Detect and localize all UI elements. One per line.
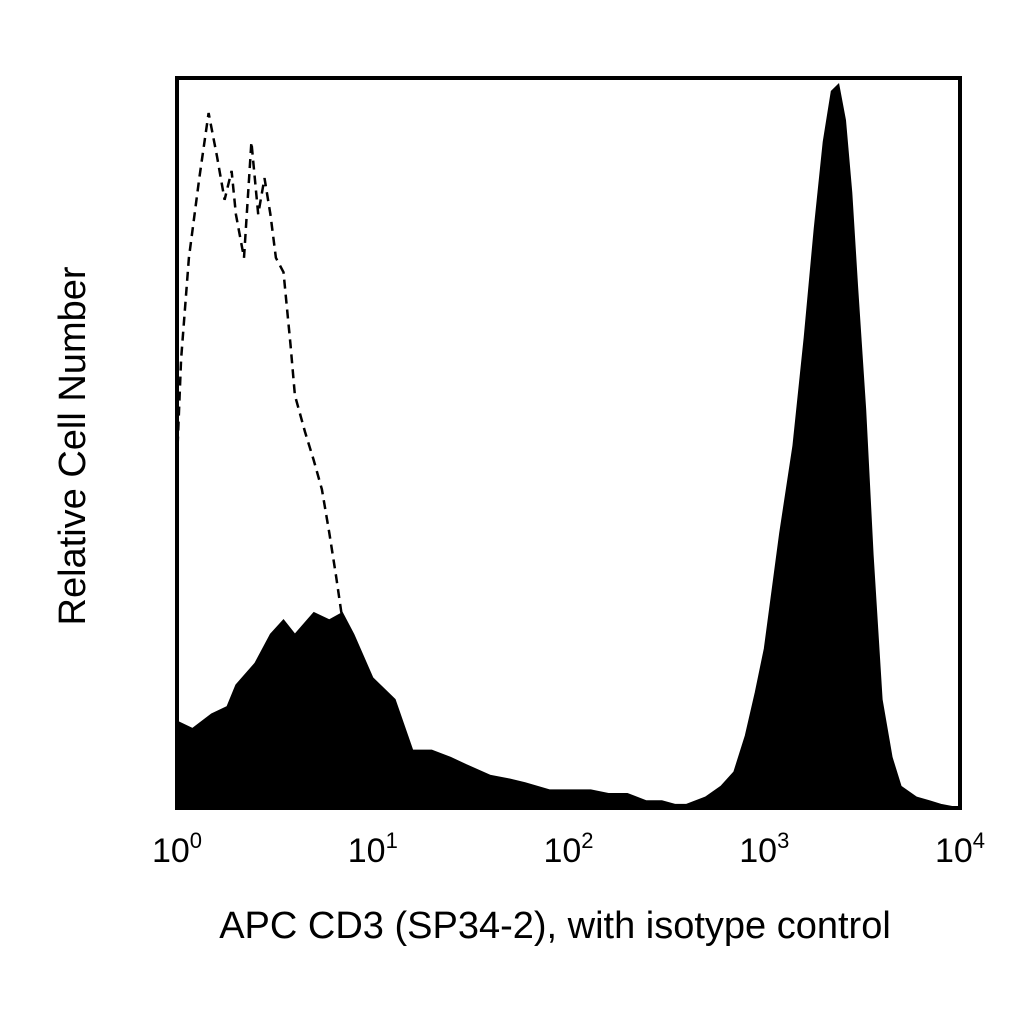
x-tick-label: 100	[152, 828, 202, 870]
plot-frame	[175, 76, 962, 810]
x-tick-label: 103	[739, 828, 789, 870]
isotype-control-series	[175, 112, 361, 736]
x-tick-label: 104	[935, 828, 985, 870]
x-tick-label: 101	[348, 828, 398, 870]
series-layer	[175, 82, 961, 809]
x-tick-label: 102	[543, 828, 593, 870]
x-tick-labels: 100 101 102 103 104	[152, 828, 985, 870]
sample-histogram-series	[176, 82, 961, 809]
x-axis-label: APC CD3 (SP34-2), with isotype control	[219, 905, 891, 947]
y-axis-label: Relative Cell Number	[52, 266, 94, 625]
